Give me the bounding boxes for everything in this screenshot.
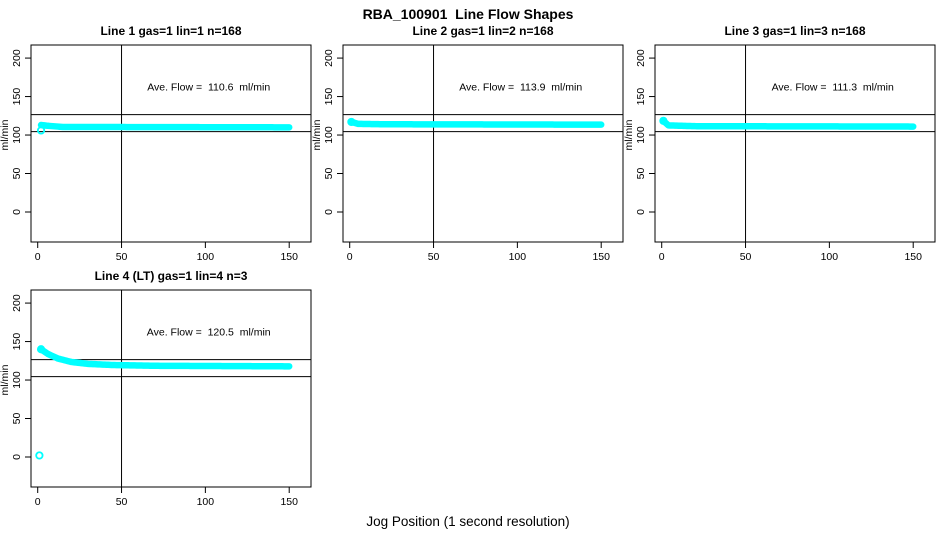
flow-data-point: [347, 117, 356, 127]
x-tick-label: 150: [280, 496, 298, 508]
panel-line-4: Line 4 (LT) gas=1 lin=4 n=3 Ave. Flow = 1…: [0, 265, 312, 510]
flow-data-band: [37, 346, 293, 370]
x-tick-label: 100: [197, 251, 215, 263]
y-tick-label: 100: [635, 126, 647, 144]
panel-line-3: Line 3 gas=1 lin=3 n=168 Ave. Flow = 111.…: [624, 20, 936, 265]
y-tick-label: 100: [11, 126, 23, 144]
y-tick-label: 150: [323, 88, 335, 106]
x-tick-label: 50: [116, 496, 128, 508]
x-tick-label: 0: [35, 496, 41, 508]
y-tick-label: 50: [11, 413, 23, 425]
y-tick-label: 50: [11, 168, 23, 180]
x-tick-label: 150: [280, 251, 298, 263]
y-tick-label: 200: [11, 294, 23, 312]
plot-box: [342, 44, 624, 243]
panel-line-1: Line 1 gas=1 lin=1 n=168 Ave. Flow = 110.…: [0, 20, 312, 265]
y-axis-label: ml/min: [624, 119, 635, 150]
panel-line-3-plot: Line 3 gas=1 lin=3 n=168 Ave. Flow = 111.…: [624, 24, 936, 263]
y-axis-label: ml/min: [0, 364, 11, 395]
x-tick-label: 100: [821, 251, 839, 263]
panel-title: Line 3 gas=1 lin=3 n=168: [724, 24, 865, 38]
flow-data-point: [659, 116, 668, 125]
flow-data-point: [35, 451, 44, 460]
y-tick-label: 100: [323, 126, 335, 144]
y-tick-label: 50: [635, 168, 647, 180]
x-tick-label: 50: [740, 251, 752, 263]
panel-title: Line 1 gas=1 lin=1 n=168: [100, 24, 241, 38]
figure-title: RBA_100901 Line Flow Shapes: [362, 6, 574, 22]
average-flow-annotation: Ave. Flow = 113.9 ml/min: [459, 81, 582, 93]
y-tick-label: 200: [635, 49, 647, 67]
y-axis-label: ml/min: [312, 119, 323, 150]
x-tick-label: 50: [116, 251, 128, 263]
y-axis-label: ml/min: [0, 119, 11, 150]
x-tick-label: 0: [35, 251, 41, 263]
average-flow-annotation: Ave. Flow = 120.5 ml/min: [147, 326, 271, 338]
x-tick-label: 150: [904, 251, 922, 263]
flow-data-band: [660, 117, 917, 130]
x-tick-label: 150: [592, 251, 610, 263]
flow-data-point: [36, 126, 46, 135]
x-tick-label: 0: [347, 251, 353, 263]
x-tick-label: 0: [659, 251, 665, 263]
flow-data-band: [37, 121, 293, 131]
y-tick-label: 0: [635, 209, 647, 215]
average-flow-annotation: Ave. Flow = 111.3 ml/min: [772, 81, 894, 93]
y-tick-label: 0: [11, 209, 23, 215]
plot-box: [654, 44, 936, 243]
x-tick-label: 100: [509, 251, 527, 263]
panel-line-4-plot: Line 4 (LT) gas=1 lin=4 n=3 Ave. Flow = 1…: [0, 269, 312, 508]
y-tick-label: 50: [323, 168, 335, 180]
figure-x-axis-label: Jog Position (1 second resolution): [366, 514, 570, 529]
y-tick-label: 200: [11, 49, 23, 67]
x-tick-label: 50: [428, 251, 440, 263]
y-tick-label: 200: [323, 49, 335, 67]
panel-line-2-plot: Line 2 gas=1 lin=2 n=168 Ave. Flow = 113.…: [312, 24, 624, 263]
plot-box: [30, 44, 312, 243]
y-tick-label: 100: [11, 371, 23, 389]
flow-data-band: [348, 118, 605, 128]
y-tick-label: 150: [11, 333, 23, 351]
panel-line-1-plot: Line 1 gas=1 lin=1 n=168 Ave. Flow = 110.…: [0, 24, 312, 263]
y-tick-label: 0: [11, 454, 23, 460]
y-tick-label: 150: [11, 88, 23, 106]
panel-title: Line 4 (LT) gas=1 lin=4 n=3: [95, 269, 248, 283]
flow-data-point: [36, 345, 46, 354]
x-tick-label: 100: [197, 496, 215, 508]
y-tick-label: 0: [323, 209, 335, 215]
panel-title: Line 2 gas=1 lin=2 n=168: [412, 24, 553, 38]
y-tick-label: 150: [635, 88, 647, 106]
average-flow-annotation: Ave. Flow = 110.6 ml/min: [147, 81, 270, 93]
panel-line-2: Line 2 gas=1 lin=2 n=168 Ave. Flow = 113.…: [312, 20, 624, 265]
plot-box: [30, 289, 312, 488]
